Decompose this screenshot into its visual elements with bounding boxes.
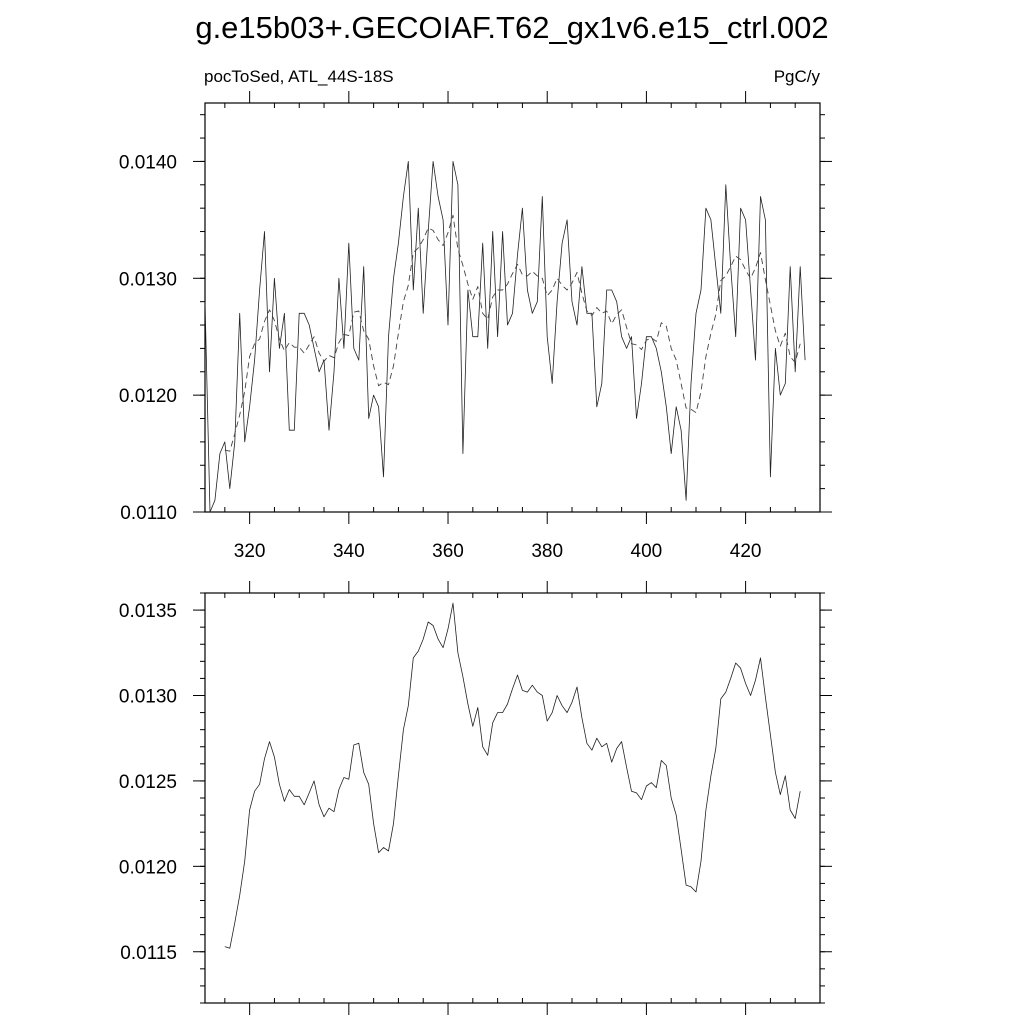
figure-title: g.e15b03+.GECOIAF.T62_gx1v6.e15_ctrl.002: [195, 10, 828, 45]
bottom-panel: 0.0115 0.0120 0.0125 0.0130 0.0135: [119, 581, 832, 1015]
top-x-tick-label: 380: [531, 541, 563, 562]
top-x-tick-label: 360: [432, 541, 464, 562]
top-x-tick-label: 400: [631, 541, 663, 562]
bottom-y-tick-label: 0.0120: [119, 857, 177, 878]
bottom-y-tick-label: 0.0125: [119, 772, 177, 793]
top-panel: pocToSed, ATL_44S-18S PgC/y 320 340 360 380…: [119, 67, 832, 562]
top-x-tick-label: 340: [333, 541, 365, 562]
top-y-tick-label: 0.0120: [119, 386, 177, 407]
bottom-y-tick-label: 0.0115: [120, 943, 177, 964]
top-y-tick-label: 0.0140: [119, 152, 177, 173]
top-plot-frame: [204, 102, 821, 513]
top-subtitle-left: pocToSed, ATL_44S-18S: [204, 67, 394, 86]
bottom-plot-frame: [204, 592, 821, 1004]
top-x-tick-label: 320: [234, 541, 266, 562]
bottom-series-solid-line: [224, 602, 801, 949]
top-y-tick-label: 0.0110: [120, 503, 177, 524]
bottom-y-tick-label: 0.0135: [119, 601, 177, 622]
top-y-tick-label: 0.0130: [119, 269, 177, 290]
top-series-solid-line: [204, 160, 806, 513]
top-x-tick-label: 420: [730, 541, 762, 562]
top-subtitle-right: PgC/y: [774, 67, 821, 86]
bottom-y-tick-label: 0.0130: [119, 687, 177, 708]
top-series-dashed-line: [224, 214, 801, 452]
